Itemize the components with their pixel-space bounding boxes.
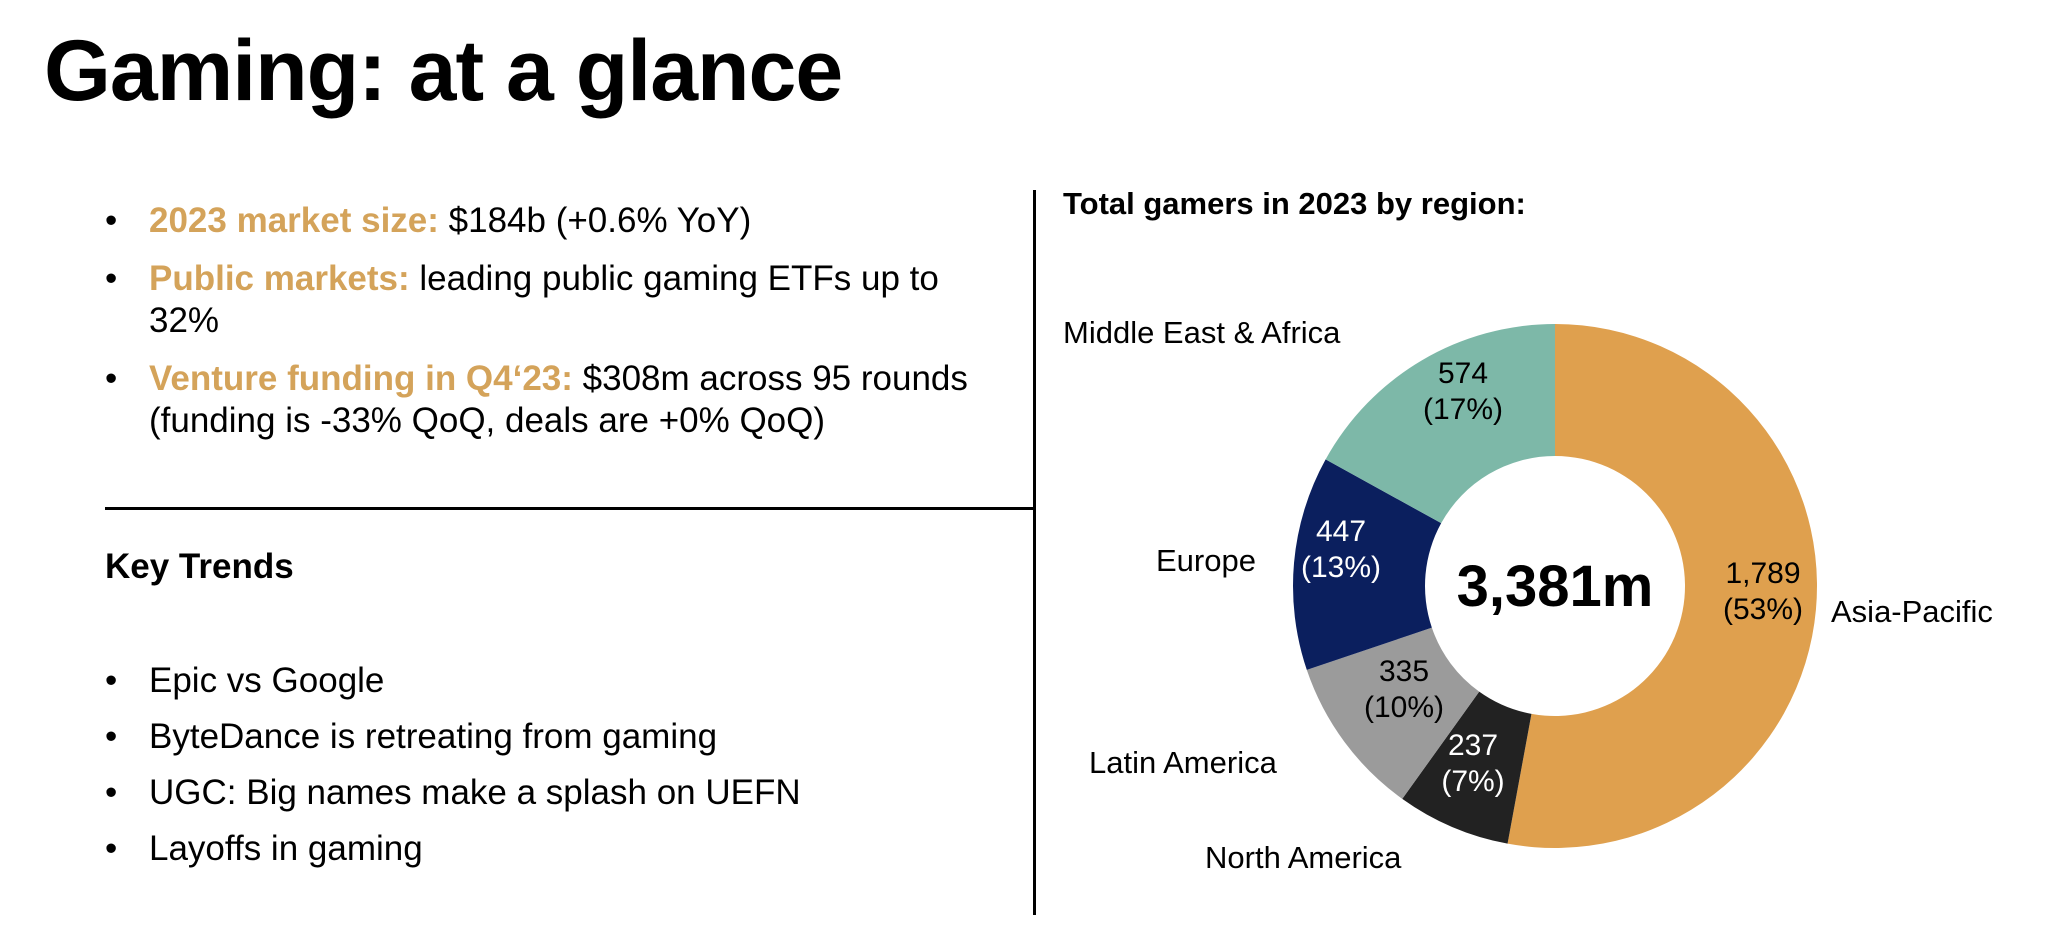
trend-item: ByteDance is retreating from gaming (105, 716, 1005, 758)
donut-slice (1293, 459, 1442, 670)
fact-text: $184b (+0.6% YoY) (438, 201, 752, 240)
horizontal-divider (105, 507, 1035, 510)
key-trends-heading: Key Trends (105, 547, 294, 586)
slice-percent-label: (53%) (1723, 593, 1803, 626)
slice-value-label: 1,789 (1725, 557, 1800, 590)
donut-center-total: 3,381m (1457, 554, 1654, 619)
slice-percent-label: (13%) (1301, 551, 1381, 584)
donut-slice (1306, 627, 1480, 799)
facts-list: 2023 market size: $184b (+0.6% YoY) Publ… (105, 200, 1005, 458)
chart-title: Total gamers in 2023 by region: (1063, 186, 1526, 221)
trend-item: UGC: Big names make a splash on UEFN (105, 772, 1005, 814)
trend-item: Layoffs in gaming (105, 828, 1005, 870)
slice-category-label: Asia-Pacific (1831, 594, 1993, 629)
vertical-divider (1033, 190, 1036, 915)
slice-percent-label: (7%) (1441, 765, 1504, 798)
slice-category-label: North America (1205, 840, 1402, 875)
fact-item: 2023 market size: $184b (+0.6% YoY) (105, 200, 1005, 242)
fact-item: Public markets: leading public gaming ET… (105, 258, 1005, 342)
fact-text: $308m across 95 rounds (funding is -33% … (149, 359, 968, 440)
donut-slice (1325, 324, 1555, 524)
fact-text: leading public gaming ETFs up to 32% (149, 259, 939, 340)
key-trends-list: Epic vs Google ByteDance is retreating f… (105, 660, 1005, 884)
slice-category-label: Europe (1156, 543, 1256, 578)
slice-category-label: Middle East & Africa (1063, 315, 1341, 350)
fact-highlight: Public markets: (149, 259, 410, 298)
slice-value-label: 447 (1316, 515, 1366, 548)
slice-value-label: 237 (1448, 729, 1498, 762)
slice-value-label: 335 (1379, 655, 1429, 688)
slice-percent-label: (10%) (1364, 691, 1444, 724)
slice-value-label: 574 (1438, 357, 1488, 390)
fact-highlight: 2023 market size: (149, 201, 439, 240)
slice-percent-label: (17%) (1423, 393, 1503, 426)
donut-slice (1402, 691, 1532, 844)
page-title: Gaming: at a glance (44, 23, 843, 119)
donut-slice (1507, 324, 1817, 848)
fact-item: Venture funding in Q4‘23: $308m across 9… (105, 358, 1005, 442)
slice-category-label: Latin America (1089, 745, 1278, 780)
trend-item: Epic vs Google (105, 660, 1005, 702)
fact-highlight: Venture funding in Q4‘23: (149, 359, 573, 398)
